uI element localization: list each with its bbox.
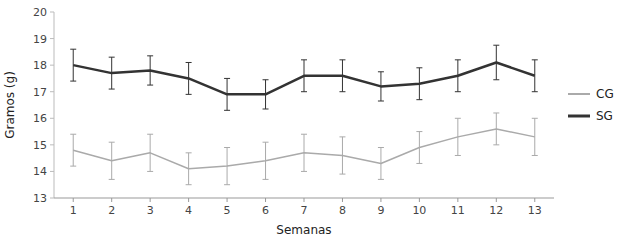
- x-tick: [111, 198, 112, 202]
- x-tick-label: 10: [412, 204, 426, 217]
- legend-label: CG: [596, 87, 614, 101]
- y-tick: [50, 118, 54, 119]
- x-tick: [534, 198, 535, 202]
- legend-label: SG: [596, 109, 613, 123]
- x-tick: [342, 198, 343, 202]
- x-tick: [265, 198, 266, 202]
- y-axis-line: [54, 12, 55, 198]
- y-tick-label: 20: [33, 6, 47, 19]
- y-axis-label: Gramos (g): [3, 71, 17, 139]
- y-tick-label: 17: [33, 86, 47, 99]
- legend-swatch: [568, 93, 590, 95]
- x-tick-label: 3: [147, 204, 154, 217]
- y-tick: [50, 65, 54, 66]
- y-tick-label: 19: [33, 33, 47, 46]
- y-tick-label: 15: [33, 139, 47, 152]
- x-tick-label: 6: [262, 204, 269, 217]
- x-tick-label: 12: [489, 204, 503, 217]
- x-tick: [419, 198, 420, 202]
- plot-area: [70, 45, 538, 185]
- x-tick-label: 1: [70, 204, 77, 217]
- series-line: [73, 129, 535, 169]
- chart-container: 131415161718192012345678910111213Semanas…: [0, 0, 628, 240]
- x-tick-label: 13: [528, 204, 542, 217]
- x-tick: [496, 198, 497, 202]
- x-tick: [380, 198, 381, 202]
- x-axis-label: Semanas: [276, 223, 331, 237]
- y-tick: [50, 91, 54, 92]
- x-tick: [188, 198, 189, 202]
- x-tick-label: 11: [451, 204, 465, 217]
- y-tick: [50, 12, 54, 13]
- chart: 131415161718192012345678910111213Semanas…: [0, 0, 628, 240]
- y-tick: [50, 198, 54, 199]
- y-tick-label: 18: [33, 59, 47, 72]
- x-tick-label: 8: [339, 204, 346, 217]
- y-tick: [50, 171, 54, 172]
- y-tick-label: 13: [33, 192, 47, 205]
- x-tick: [304, 198, 305, 202]
- x-tick-label: 2: [108, 204, 115, 217]
- y-tick: [50, 38, 54, 39]
- legend: CG SG: [568, 87, 614, 123]
- y-tick: [50, 144, 54, 145]
- x-tick-label: 5: [224, 204, 231, 217]
- y-tick-label: 14: [33, 165, 47, 178]
- series: [70, 113, 538, 185]
- x-tick: [73, 198, 74, 202]
- x-tick-label: 9: [377, 204, 384, 217]
- x-tick-label: 4: [185, 204, 192, 217]
- legend-swatch: [568, 115, 590, 118]
- x-tick: [150, 198, 151, 202]
- x-tick: [457, 198, 458, 202]
- series-line: [73, 62, 535, 94]
- x-tick-label: 7: [301, 204, 308, 217]
- x-tick: [227, 198, 228, 202]
- y-tick-label: 16: [33, 112, 47, 125]
- series: [70, 45, 538, 110]
